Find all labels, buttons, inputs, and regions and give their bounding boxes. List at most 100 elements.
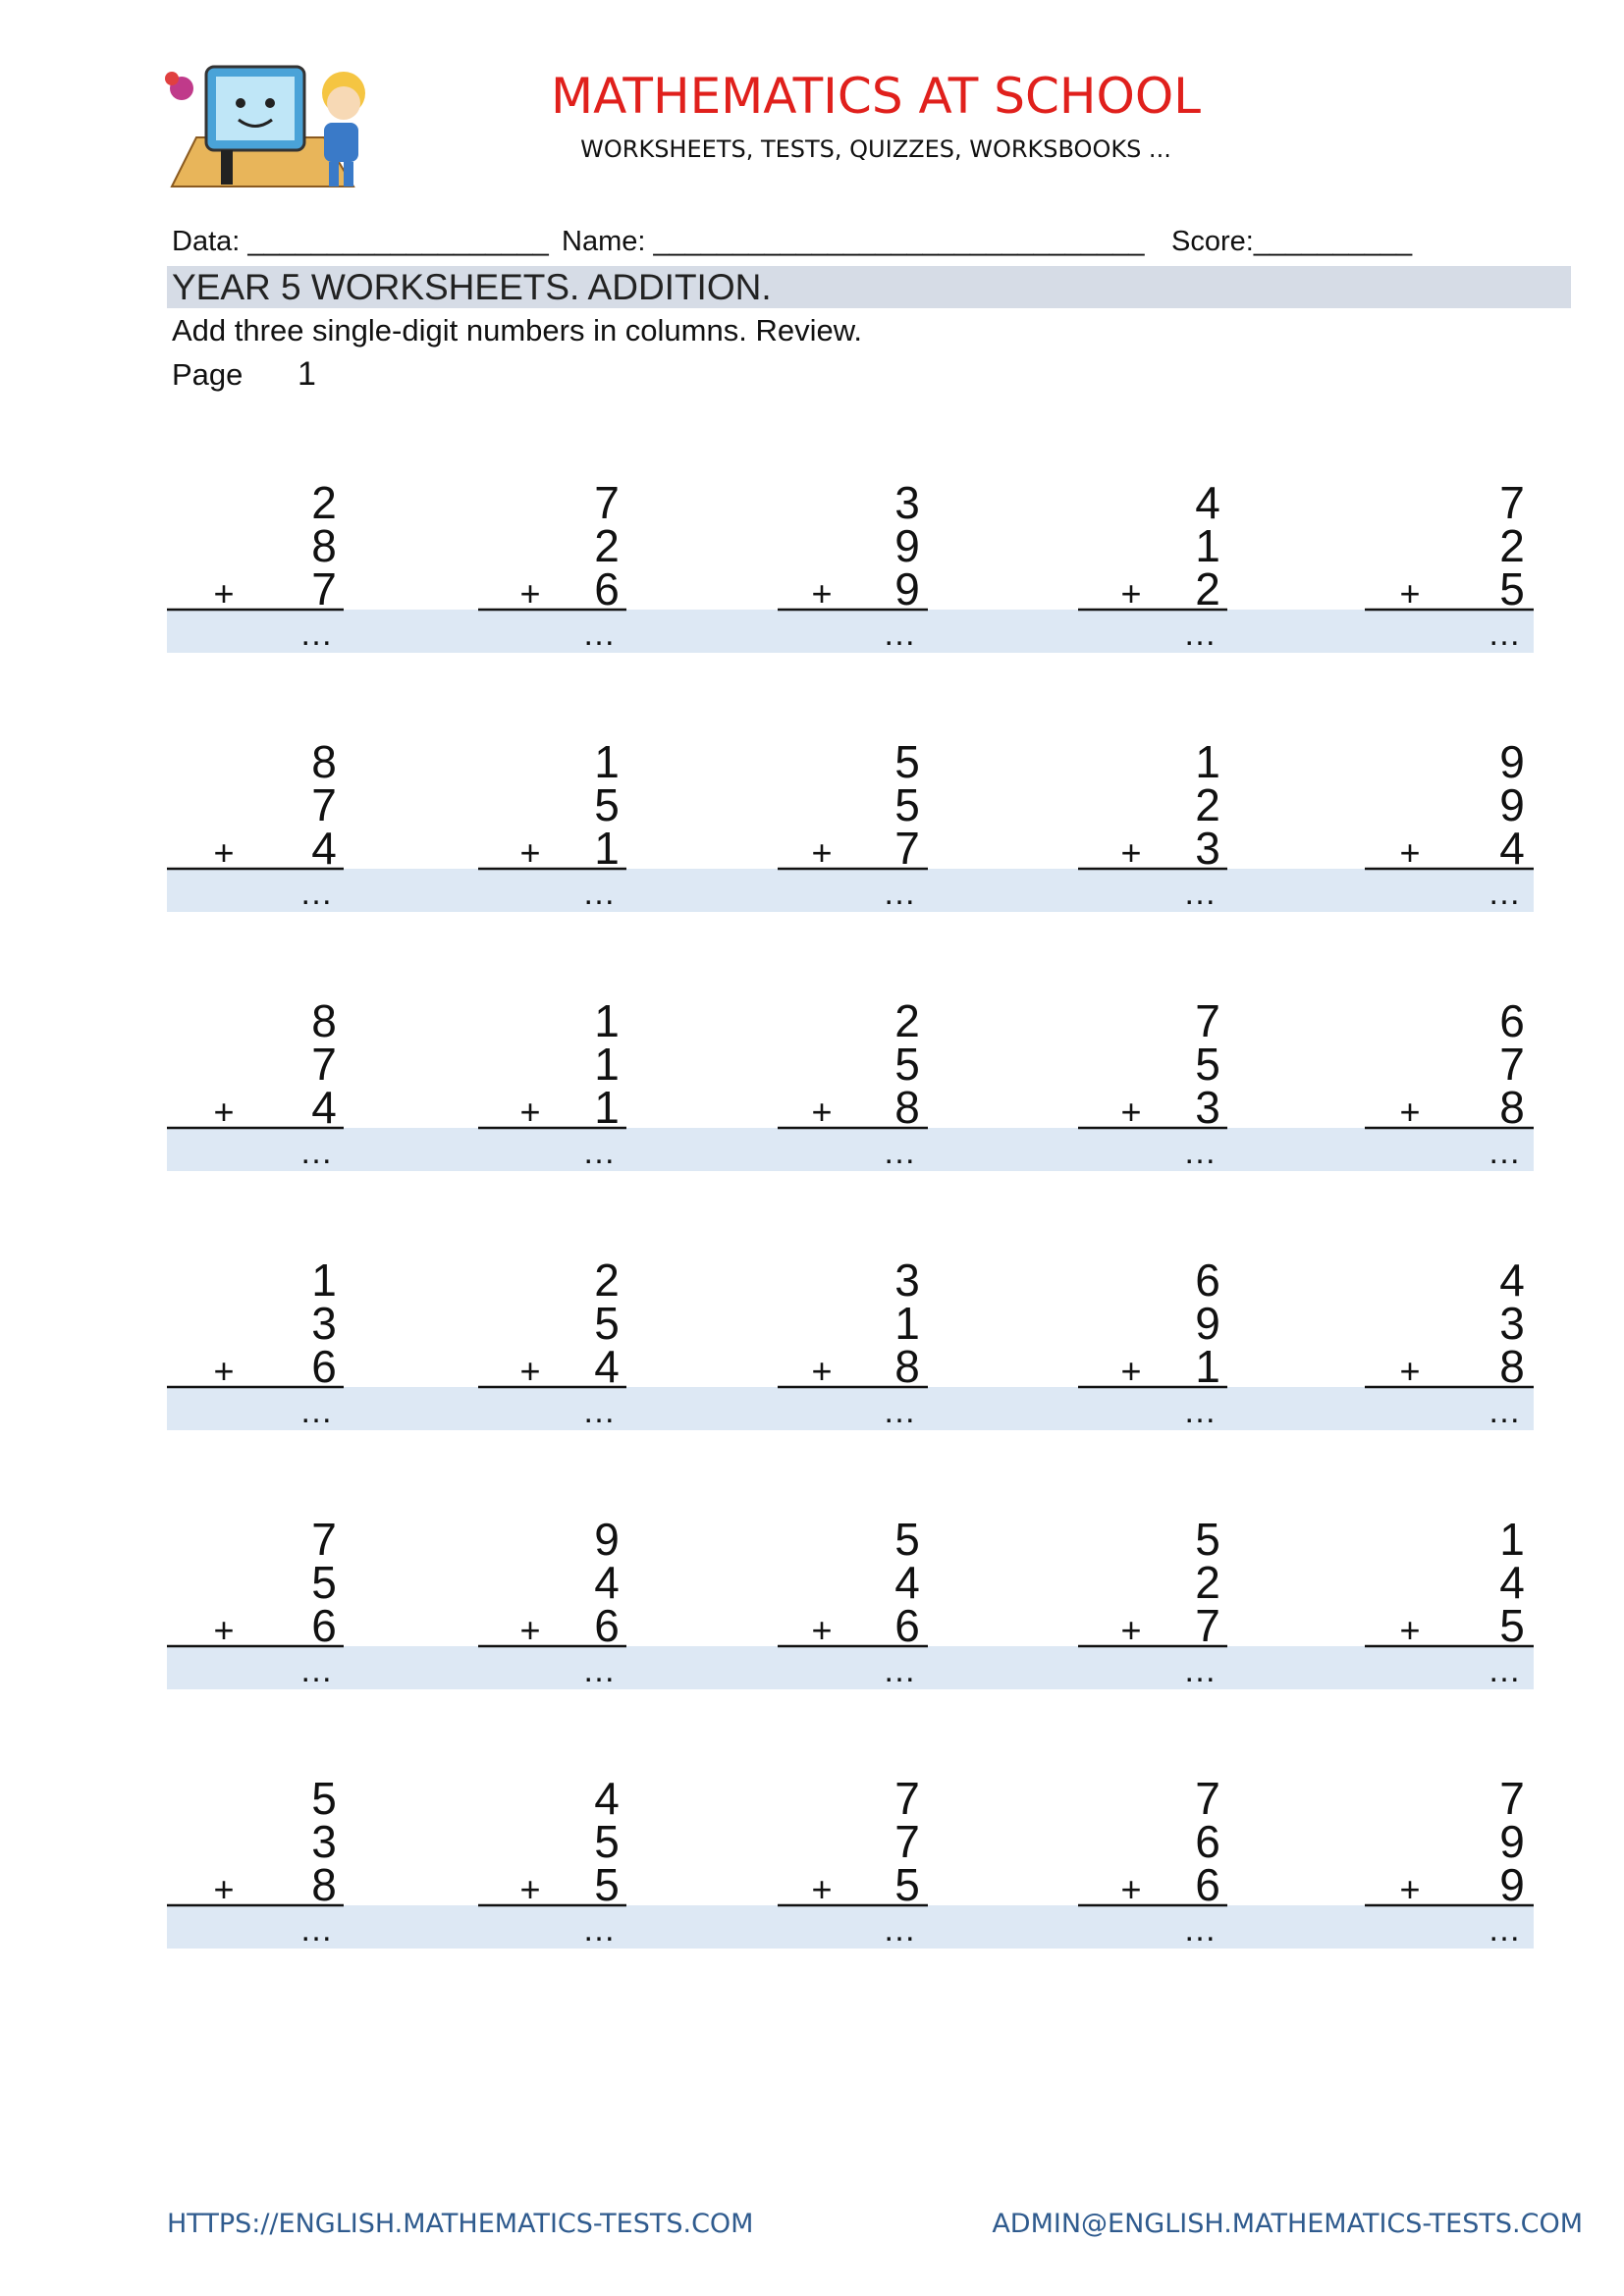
addend: 7 [894, 823, 920, 874]
addend: 1 [1195, 520, 1220, 571]
answer-blank: … [883, 1393, 916, 1430]
plus-sign: + [811, 1869, 832, 1909]
plus-sign: + [213, 1610, 234, 1650]
addend: 8 [894, 1341, 920, 1392]
addend: 9 [1499, 1859, 1525, 1910]
answer-band [167, 610, 1534, 653]
plus-sign: + [811, 1610, 832, 1650]
answer-band [167, 1128, 1534, 1171]
plus-sign: + [519, 573, 540, 614]
addend: 7 [1195, 995, 1220, 1046]
addend: 2 [311, 477, 337, 528]
addend: 3 [1195, 823, 1220, 874]
answer-blank: … [883, 1134, 916, 1171]
addend: 5 [594, 1859, 620, 1910]
worksheet-title: YEAR 5 WORKSHEETS. ADDITION. [172, 267, 772, 307]
addend: 5 [594, 1298, 620, 1349]
addend: 1 [594, 736, 620, 787]
answer-blank: … [1183, 1652, 1217, 1689]
plus-sign: + [811, 1351, 832, 1391]
addend: 8 [311, 995, 337, 1046]
answer-blank: … [1183, 875, 1217, 912]
addend: 6 [311, 1600, 337, 1651]
addend: 5 [894, 1859, 920, 1910]
addend: 4 [594, 1773, 620, 1824]
instruction: Add three single-digit numbers in column… [172, 313, 862, 347]
addend: 7 [894, 1816, 920, 1867]
answer-band [167, 1387, 1534, 1430]
addend: 5 [311, 1773, 337, 1824]
addend: 5 [311, 1557, 337, 1608]
addend: 7 [311, 563, 337, 614]
addend: 5 [594, 1816, 620, 1867]
addend: 2 [1195, 779, 1220, 830]
answer-blank: … [1183, 1393, 1217, 1430]
answer-blank: … [582, 1652, 616, 1689]
addend: 7 [1499, 1039, 1525, 1090]
addend: 1 [594, 823, 620, 874]
addend: 9 [1499, 779, 1525, 830]
addend: 1 [311, 1255, 337, 1306]
addend: 7 [311, 779, 337, 830]
site-title: MATHEMATICS AT SCHOOL [551, 68, 1201, 125]
addend: 4 [1499, 1255, 1525, 1306]
addend: 1 [1195, 736, 1220, 787]
plus-sign: + [811, 573, 832, 614]
plus-sign: + [1120, 832, 1141, 873]
addend: 1 [1499, 1514, 1525, 1565]
addend: 5 [1195, 1039, 1220, 1090]
addend: 1 [894, 1298, 920, 1349]
answer-blank: … [299, 1652, 333, 1689]
footer-email: ADMIN@ENGLISH.MATHEMATICS-TESTS.COM [992, 2209, 1583, 2239]
addend: 6 [1195, 1816, 1220, 1867]
addend: 4 [594, 1557, 620, 1608]
answer-blank: … [1183, 1911, 1217, 1949]
plus-sign: + [519, 1092, 540, 1132]
addend: 5 [1499, 1600, 1525, 1651]
addend: 5 [894, 736, 920, 787]
answer-blank: … [299, 875, 333, 912]
addend: 4 [1195, 477, 1220, 528]
answer-blank: … [1488, 1652, 1521, 1689]
addend: 1 [594, 1039, 620, 1090]
addend: 2 [1499, 520, 1525, 571]
addend: 6 [594, 563, 620, 614]
plus-sign: + [811, 832, 832, 873]
addend: 6 [1499, 995, 1525, 1046]
plus-sign: + [1399, 1869, 1420, 1909]
addend: 1 [1195, 1341, 1220, 1392]
plus-sign: + [811, 1092, 832, 1132]
plus-sign: + [213, 573, 234, 614]
addend: 2 [894, 995, 920, 1046]
answer-band [167, 869, 1534, 912]
plus-sign: + [519, 832, 540, 873]
addend: 3 [894, 477, 920, 528]
addend: 6 [894, 1600, 920, 1651]
page-number: 1 [298, 355, 316, 393]
addend: 7 [1195, 1773, 1220, 1824]
addend: 9 [1195, 1298, 1220, 1349]
answer-blank: … [299, 1393, 333, 1430]
addend: 8 [311, 520, 337, 571]
plus-sign: + [1399, 832, 1420, 873]
plus-sign: + [213, 1092, 234, 1132]
plus-sign: + [213, 832, 234, 873]
answer-blank: … [299, 1134, 333, 1171]
addend: 4 [1499, 1557, 1525, 1608]
addend: 7 [311, 1039, 337, 1090]
plus-sign: + [1399, 1610, 1420, 1650]
addend: 7 [311, 1514, 337, 1565]
page-label: Page [172, 357, 243, 392]
answer-band [167, 1646, 1534, 1689]
logo [165, 65, 365, 187]
score-field: Score:__________ [1171, 226, 1413, 257]
footer-url: HTTPS://ENGLISH.MATHEMATICS-TESTS.COM [167, 2209, 753, 2239]
addend: 4 [594, 1341, 620, 1392]
addend: 9 [1499, 1816, 1525, 1867]
answer-blank: … [299, 1911, 333, 1949]
answer-blank: … [883, 875, 916, 912]
addend: 1 [594, 1082, 620, 1133]
answer-blank: … [582, 1911, 616, 1949]
addend: 8 [1499, 1082, 1525, 1133]
